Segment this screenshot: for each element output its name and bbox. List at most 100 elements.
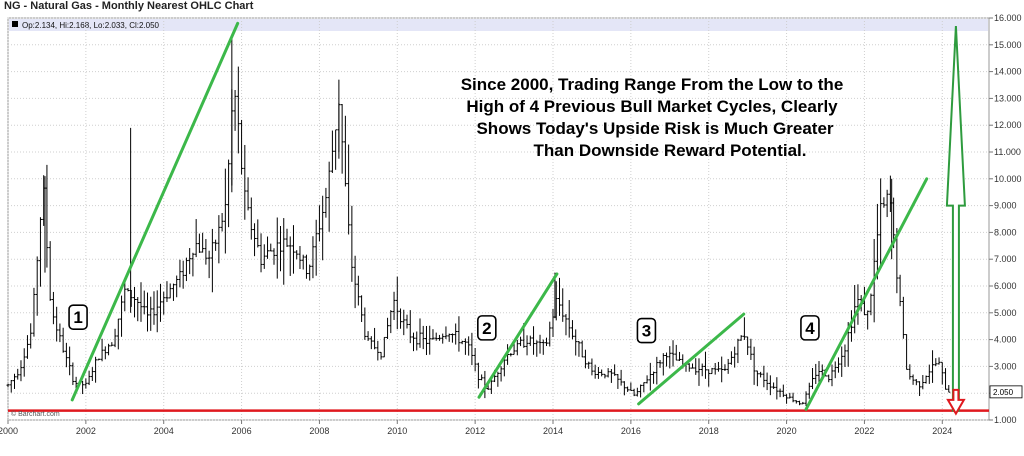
- ohlc-bar: [188, 248, 192, 275]
- ohlc-bar: [600, 369, 604, 377]
- ohlc-bar: [379, 351, 383, 360]
- ohlc-bar: [90, 367, 94, 381]
- ohlc-bar: [801, 401, 805, 405]
- y-tick-label: 9.000: [994, 201, 1017, 211]
- ohlc-bar: [814, 363, 818, 384]
- ohlc-bar: [347, 144, 351, 235]
- ohlc-bar: [444, 326, 448, 340]
- x-tick-label: 2012: [465, 426, 485, 436]
- ohlc-bar: [580, 340, 584, 358]
- ohlc-bar: [648, 362, 652, 391]
- ohlc-bar: [386, 317, 390, 339]
- x-tick-label: 2002: [76, 426, 96, 436]
- ohlc-bar: [914, 379, 918, 386]
- ohlc-bar: [262, 244, 266, 269]
- ohlc-bar: [940, 361, 944, 385]
- x-tick-label: 2006: [232, 426, 252, 436]
- ohlc-bar: [791, 392, 795, 403]
- ohlc-bar: [564, 313, 568, 336]
- ohlc-bar: [214, 239, 218, 251]
- ohlc-bar: [110, 342, 114, 347]
- ohlc-bar: [639, 384, 643, 398]
- ohlc-bar: [236, 66, 240, 154]
- downside-arrow: [946, 388, 966, 416]
- ohlc-bar: [460, 340, 464, 345]
- trend-line-3: [637, 312, 746, 406]
- ohlc-bar: [51, 291, 55, 325]
- ohlc-bar: [626, 386, 630, 392]
- ohlc-bar: [266, 236, 270, 259]
- cycle-label: 4: [805, 319, 815, 338]
- ohlc-bar: [201, 232, 205, 253]
- ohlc-bar: [152, 291, 156, 325]
- ohlc-bar: [275, 217, 279, 279]
- ohlc-bar: [729, 351, 733, 365]
- x-tick-label: 2024: [932, 426, 952, 436]
- ohlc-bar: [642, 382, 646, 393]
- ohlc-bar: [587, 361, 591, 369]
- ohlc-bar: [655, 356, 659, 385]
- ohlc-bar: [136, 297, 140, 322]
- ohlc-bar: [545, 337, 549, 347]
- ohlc-bar: [269, 243, 273, 252]
- ohlc-bar: [879, 178, 883, 269]
- cycle-label-box: [477, 315, 497, 341]
- ohlc-bar: [807, 382, 811, 399]
- ohlc-bar: [363, 307, 367, 340]
- ohlc-bar: [304, 254, 308, 279]
- ohlc-bar: [123, 282, 127, 312]
- ohlc-bar: [418, 318, 422, 348]
- ohlc-bar: [781, 384, 785, 398]
- ohlc-bar: [194, 219, 198, 258]
- ohlc-bar: [652, 371, 656, 384]
- ohlc-bar: [574, 329, 578, 356]
- ohlc-bar: [142, 290, 146, 315]
- ohlc-bar: [165, 281, 169, 303]
- ohlc-bar: [603, 373, 607, 379]
- x-tick-label: 2014: [543, 426, 563, 436]
- ohlc-bar: [149, 296, 153, 331]
- ohlc-bar: [133, 286, 137, 318]
- ohlc-bar: [570, 320, 574, 340]
- ohlc-bar: [519, 336, 523, 347]
- ohlc-bar: [528, 335, 532, 346]
- ohlc-bar: [665, 352, 669, 367]
- ohlc-bar: [64, 342, 68, 368]
- ohlc-bar: [671, 340, 675, 367]
- ohlc-bar: [463, 338, 467, 355]
- ohlc-bar: [934, 358, 938, 367]
- ohlc-bar: [921, 375, 925, 390]
- ohlc-bar: [298, 246, 302, 269]
- ohlc-bar: [145, 292, 149, 332]
- ohlc-bar: [120, 295, 124, 337]
- ohlc-bar: [658, 359, 662, 368]
- ohlc-bar: [32, 287, 36, 337]
- annotation-line: Than Downside Reward Potential.: [534, 141, 807, 160]
- ohlc-bar: [710, 367, 714, 375]
- ohlc-bar: [168, 283, 172, 299]
- ohlc-bar: [557, 277, 561, 316]
- ohlc-bar: [817, 361, 821, 384]
- ohlc-bar: [317, 205, 321, 242]
- ohlc-bar: [311, 236, 315, 279]
- ohlc-bar: [428, 325, 432, 355]
- ohlc-bar: [804, 391, 808, 406]
- ohlc-bar: [279, 225, 282, 272]
- ohlc-bar: [97, 358, 101, 361]
- ohlc-bar: [321, 195, 325, 261]
- ohlc-bar: [690, 363, 694, 369]
- ohlc-bar: [243, 144, 247, 220]
- ohlc-bar: [869, 293, 873, 316]
- ohlc-bar: [421, 325, 425, 350]
- ohlc-bar: [733, 346, 737, 368]
- x-tick-label: 2000: [0, 426, 18, 436]
- ohlc-bar: [38, 217, 42, 287]
- chart-title: NG - Natural Gas - Monthly Nearest OHLC …: [4, 0, 254, 12]
- ohlc-bar: [590, 358, 594, 376]
- ohlc-bar: [635, 387, 639, 397]
- ohlc-bar: [107, 343, 111, 356]
- ohlc-bar: [324, 187, 328, 218]
- ohlc-bar: [548, 321, 552, 347]
- ohlc-bar: [12, 373, 16, 389]
